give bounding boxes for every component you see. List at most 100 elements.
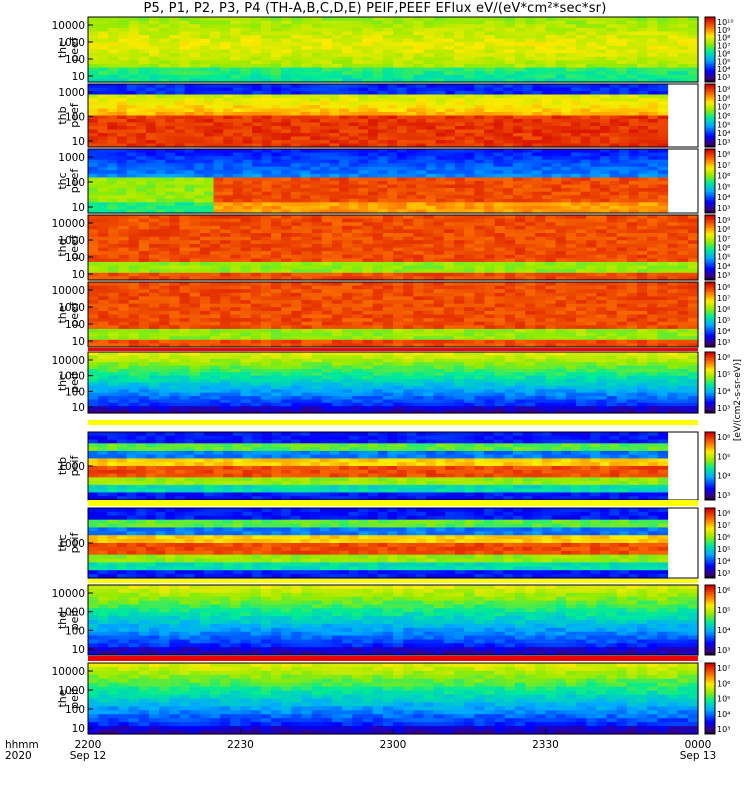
spectrogram-cell <box>362 53 374 58</box>
spectrogram-cell <box>433 240 445 245</box>
colorbar-segment <box>705 39 715 42</box>
spectrogram-cell <box>561 195 572 200</box>
spectrogram-cell <box>403 236 414 241</box>
spectrogram-cell <box>159 38 170 43</box>
spectrogram-cell <box>532 129 543 134</box>
spectrogram-cell <box>301 282 313 287</box>
spectrogram-cell <box>179 74 191 79</box>
spectrogram-cell <box>138 282 150 287</box>
spectrogram-cell <box>677 74 689 79</box>
spectrogram-cell <box>242 119 253 124</box>
spectrogram-cell <box>230 67 242 72</box>
spectrogram-cell <box>213 198 224 203</box>
spectrogram-cell <box>561 205 572 211</box>
spectrogram-cell <box>657 265 669 270</box>
spectrogram-cell <box>619 152 630 157</box>
spectrogram-cell <box>435 91 446 96</box>
spectrogram-cell <box>532 126 543 131</box>
spectrogram-cell <box>596 42 608 47</box>
spectrogram-cell <box>416 149 427 154</box>
spectrogram-cell <box>88 251 99 256</box>
spectrogram-cell <box>677 269 689 274</box>
spectrogram-cell <box>252 159 263 164</box>
spectrogram-cell <box>88 67 99 72</box>
spectrogram-cell <box>108 300 120 305</box>
spectrogram-cell <box>301 35 313 40</box>
spectrogram-cell <box>301 27 313 33</box>
spectrogram-cell <box>435 202 446 207</box>
spectrogram-cell <box>494 225 506 231</box>
spectrogram-cell <box>503 209 514 214</box>
spectrogram-cell <box>165 202 176 207</box>
spectrogram-cell <box>596 60 608 65</box>
spectrogram-cell <box>98 321 109 326</box>
spectrogram-cell <box>310 205 321 211</box>
spectrogram-cell <box>319 152 331 157</box>
spectrogram-cell <box>576 78 587 83</box>
spectrogram-cell <box>352 38 364 43</box>
spectrogram-cell <box>300 143 311 148</box>
spectrogram-cell <box>252 149 263 154</box>
spectrogram-cell <box>138 17 150 22</box>
spectrogram-cell <box>657 209 669 214</box>
spectrogram-cell <box>252 115 263 120</box>
spectrogram-cell <box>596 265 608 270</box>
spectrogram-cell <box>252 205 263 211</box>
spectrogram-cell <box>159 240 170 245</box>
spectrogram-cell <box>321 225 333 231</box>
spectrogram-cell <box>493 94 504 99</box>
spectrogram-cell <box>637 218 648 223</box>
spectrogram-cell <box>483 115 495 120</box>
spectrogram-cell <box>397 105 408 110</box>
spectrogram-cell <box>515 236 526 241</box>
spectrogram-cell <box>189 282 201 287</box>
spectrogram-cell <box>213 177 224 182</box>
spectrogram-cell <box>525 272 536 277</box>
spectrogram-cell <box>281 74 292 79</box>
spectrogram-cell <box>342 78 353 83</box>
spectrogram-cell <box>311 328 323 334</box>
spectrogram-cell <box>145 195 157 200</box>
spectrogram-cell <box>261 205 273 211</box>
spectrogram-cell <box>443 243 455 249</box>
spectrogram-cell <box>116 156 128 161</box>
spectrogram-cell <box>413 247 425 252</box>
spectrogram-cell <box>213 163 224 168</box>
spectrogram-cell <box>145 112 157 117</box>
spectrogram-cell <box>184 119 195 124</box>
spectrogram-cell <box>464 181 475 186</box>
colorbar-segment <box>705 23 715 26</box>
y-tick-label: 10 <box>72 71 85 83</box>
spectrogram-cell <box>455 149 466 154</box>
spectrogram-cell <box>179 289 191 294</box>
spectrogram-cell <box>260 56 272 61</box>
spectrogram-cell <box>358 91 369 96</box>
spectrogram-cell <box>321 35 333 40</box>
spectrogram-cell <box>213 205 224 211</box>
spectrogram-cell <box>118 265 130 270</box>
spectrogram-cell <box>616 71 628 76</box>
spectrogram-cell <box>609 184 620 189</box>
spectrogram-cell <box>423 269 435 274</box>
spectrogram-cell <box>512 170 524 175</box>
spectrogram-cell <box>619 181 630 186</box>
spectrogram-cell <box>199 31 211 36</box>
spectrogram-cell <box>203 133 215 138</box>
spectrogram-cell <box>474 27 486 33</box>
spectrogram-cell <box>189 240 201 245</box>
spectrogram-cell <box>596 45 608 51</box>
spectrogram-cell <box>522 191 533 196</box>
spectrogram-cell <box>136 166 147 171</box>
spectrogram-cell <box>435 126 446 131</box>
spectrogram-cell <box>454 78 465 83</box>
spectrogram-cell <box>590 209 601 214</box>
spectrogram-cell <box>561 84 572 89</box>
spectrogram-cell <box>319 166 331 171</box>
spectrogram-cell <box>403 272 414 277</box>
spectrogram-cell <box>179 49 191 54</box>
spectrogram-cell <box>484 243 496 249</box>
spectrogram-cell <box>108 289 120 294</box>
spectrogram-cell <box>138 78 150 83</box>
spectrogram-cell <box>551 126 562 131</box>
